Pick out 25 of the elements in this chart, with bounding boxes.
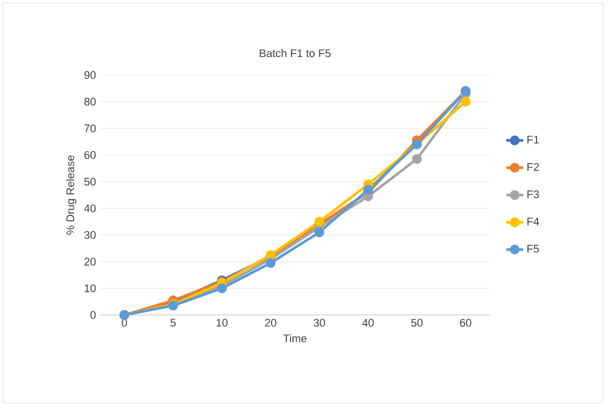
y-tick-label: 10 bbox=[84, 284, 96, 292]
y-tick-label: 40 bbox=[84, 204, 96, 212]
y-tick-label: 30 bbox=[84, 231, 96, 239]
x-tick-label: 5 bbox=[170, 318, 176, 327]
x-tick-label: 20 bbox=[265, 318, 276, 327]
x-axis-title: Time bbox=[283, 334, 307, 342]
y-tick-label: 90 bbox=[84, 71, 96, 79]
x-tick-label: 40 bbox=[362, 318, 374, 327]
y-tick-label: 80 bbox=[84, 98, 96, 106]
y-tick-label: 70 bbox=[84, 124, 96, 132]
y-tick-label: 50 bbox=[84, 178, 96, 186]
chart-title: Batch F1 to F5 bbox=[260, 49, 331, 58]
legend-label: F4 bbox=[527, 218, 540, 226]
y-tick-label: 60 bbox=[84, 151, 96, 159]
y-axis-title: % Drug Release bbox=[66, 155, 76, 235]
x-tick-label: 10 bbox=[216, 318, 228, 327]
y-tick-label: 20 bbox=[84, 258, 96, 266]
legend-label: F1 bbox=[527, 136, 539, 144]
x-tick-label: 50 bbox=[411, 318, 423, 327]
legend-label: F5 bbox=[527, 244, 539, 253]
y-tick-label: 0 bbox=[90, 311, 96, 319]
legend-label: F2 bbox=[527, 163, 539, 171]
legend-label: F3 bbox=[527, 190, 539, 198]
x-tick-label: 30 bbox=[314, 318, 326, 327]
x-tick-label: 60 bbox=[460, 318, 472, 327]
